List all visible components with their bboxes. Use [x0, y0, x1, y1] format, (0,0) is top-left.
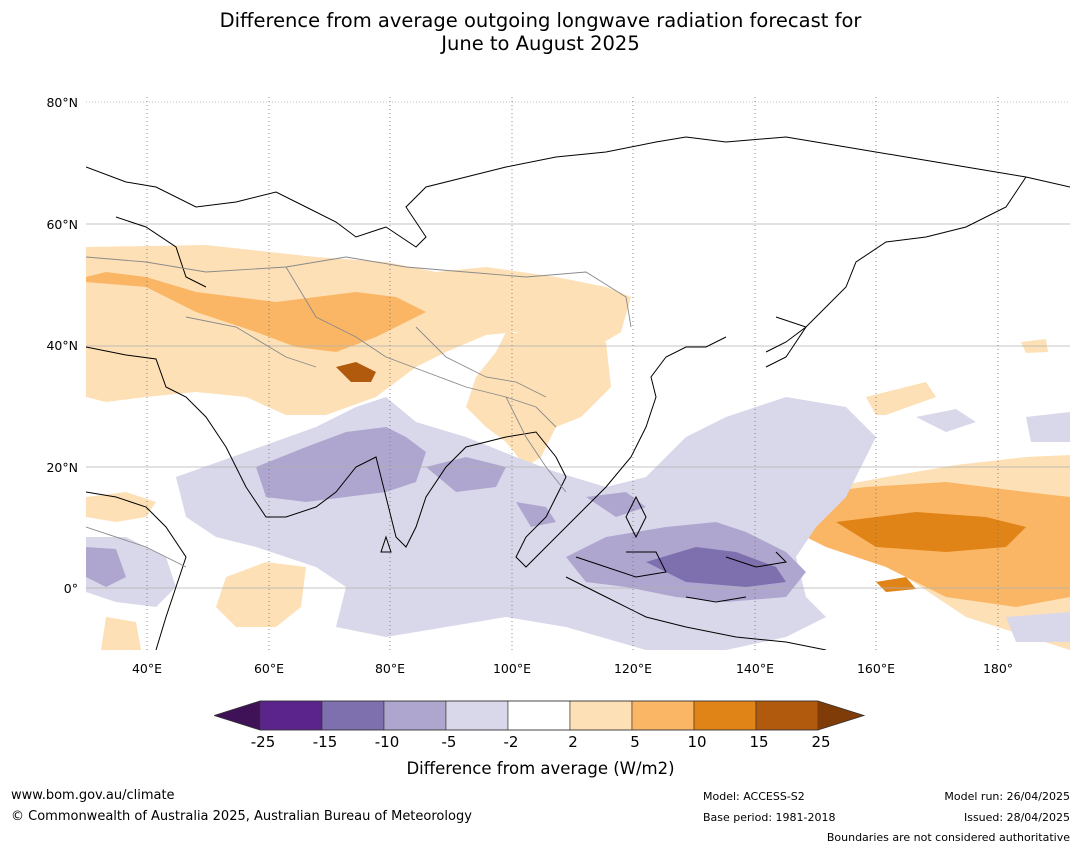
colorbar-bin — [569, 700, 633, 731]
lon-label-60e: 60°E — [253, 661, 285, 676]
country-boundaries — [86, 256, 632, 568]
map-title: Difference from average outgoing longwav… — [0, 9, 1081, 55]
disclaimer-text: Boundaries are not considered authoritat… — [826, 831, 1070, 844]
issued-text: Issued: 28/04/2025 — [963, 811, 1070, 824]
model-run-text: Model run: 26/04/2025 — [944, 790, 1070, 803]
colorbar-tick: 2 — [568, 733, 578, 751]
colorbar-tick: -2 — [503, 733, 519, 751]
colorbar-bin — [755, 700, 819, 731]
lon-label-160e: 160°E — [856, 661, 895, 676]
colorbar-tick: -15 — [312, 733, 338, 751]
title-line-2: June to August 2025 — [441, 32, 640, 55]
lat-label-20n: 20°N — [46, 460, 78, 475]
colorbar-bin — [383, 700, 447, 731]
colorbar-tick: 15 — [749, 733, 769, 751]
colorbar-bin — [259, 700, 323, 731]
colorbar-tick: -5 — [441, 733, 457, 751]
lon-gridlines — [146, 97, 999, 650]
base-period-text: Base period: 1981-2018 — [703, 811, 836, 824]
website-link[interactable]: www.bom.gov.au/climate — [11, 788, 175, 803]
colorbar-bin — [631, 700, 695, 731]
colorbar-bin — [507, 700, 571, 731]
colorbar-tick: 5 — [630, 733, 640, 751]
lon-label-100e: 100°E — [492, 661, 531, 676]
model-text: Model: ACCESS-S2 — [703, 790, 805, 803]
colorbar-extend-high — [818, 701, 864, 730]
map-area — [86, 97, 1070, 650]
olr-anomaly-map — [86, 97, 1070, 650]
lat-label-80n: 80°N — [46, 95, 78, 110]
lon-label-40e: 40°E — [131, 661, 163, 676]
lat-label-60n: 60°N — [46, 217, 78, 232]
colorbar-tick: 10 — [687, 733, 707, 751]
anomaly-shading — [86, 245, 1070, 650]
lon-label-80e: 80°E — [374, 661, 406, 676]
colorbar-tick: 25 — [811, 733, 831, 751]
colorbar-tick: -10 — [374, 733, 400, 751]
colorbar-bin — [445, 700, 509, 731]
lon-label-120e: 120°E — [613, 661, 652, 676]
coastlines — [86, 136, 1070, 650]
colorbar-label: Difference from average (W/m2) — [406, 759, 675, 778]
lat-label-40n: 40°N — [46, 338, 78, 353]
colorbar-bin — [693, 700, 757, 731]
lon-label-180: 180° — [982, 661, 1014, 676]
colorbar-tick: -25 — [250, 733, 276, 751]
lon-label-140e: 140°E — [735, 661, 774, 676]
title-line-1: Difference from average outgoing longwav… — [219, 9, 862, 32]
copyright-text: © Commonwealth of Australia 2025, Austra… — [11, 809, 472, 824]
lat-gridlines — [86, 101, 1070, 589]
colorbar-extend-low — [214, 701, 260, 730]
colorbar — [214, 700, 866, 731]
lat-label-equator: 0° — [63, 581, 78, 596]
colorbar-bin — [321, 700, 385, 731]
